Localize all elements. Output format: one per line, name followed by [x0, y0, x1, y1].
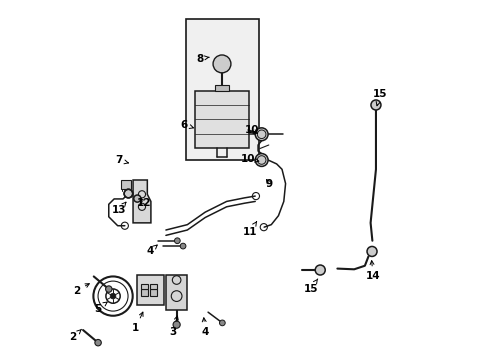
Text: 7: 7	[115, 156, 128, 165]
Bar	[214, 85, 229, 91]
Bar	[149, 289, 157, 296]
Text: 4: 4	[146, 245, 157, 256]
Text: 15: 15	[303, 279, 317, 294]
Circle shape	[105, 286, 112, 292]
Text: 4: 4	[201, 318, 208, 337]
Bar	[185, 19, 258, 160]
Text: 8: 8	[196, 54, 209, 64]
Text: 10: 10	[240, 154, 258, 163]
Circle shape	[134, 195, 141, 202]
Text: 10: 10	[244, 125, 258, 135]
Circle shape	[213, 55, 230, 73]
Circle shape	[315, 265, 325, 275]
Bar	[141, 289, 148, 296]
Text: 15: 15	[372, 89, 386, 106]
Bar	[137, 275, 164, 305]
Text: 2: 2	[73, 284, 89, 296]
Circle shape	[370, 100, 380, 110]
Circle shape	[124, 189, 132, 198]
Text: 9: 9	[265, 179, 272, 189]
Circle shape	[173, 321, 180, 328]
Bar	[121, 180, 131, 189]
Text: 13: 13	[111, 202, 126, 215]
Circle shape	[255, 154, 267, 166]
Circle shape	[366, 247, 376, 256]
Bar	[141, 284, 148, 289]
Text: 2: 2	[69, 329, 81, 342]
Circle shape	[95, 339, 101, 346]
Circle shape	[174, 238, 180, 244]
Text: 14: 14	[365, 261, 380, 282]
Text: 11: 11	[242, 222, 257, 237]
Text: 1: 1	[132, 312, 143, 333]
Circle shape	[219, 320, 225, 326]
Text: 6: 6	[180, 120, 193, 130]
Bar	[195, 91, 248, 148]
Bar	[149, 284, 157, 289]
Circle shape	[255, 128, 267, 141]
Polygon shape	[133, 180, 151, 223]
Circle shape	[180, 243, 185, 249]
Text: 3: 3	[169, 316, 178, 337]
Bar	[165, 275, 187, 310]
Text: 5: 5	[94, 302, 107, 314]
Text: 12: 12	[137, 198, 151, 208]
Circle shape	[110, 293, 116, 299]
